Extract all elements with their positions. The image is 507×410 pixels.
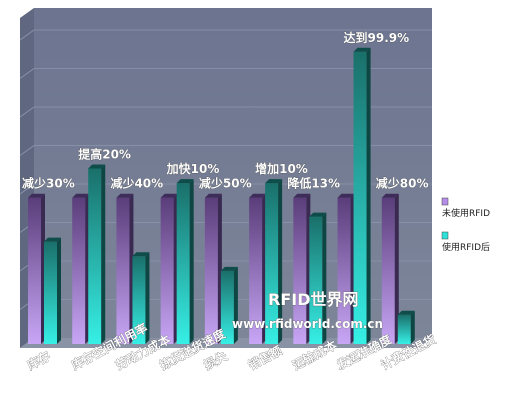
watermark: RFID世界网 www.rfidworld.com.cn	[232, 290, 384, 332]
bar-before	[337, 197, 351, 344]
bar-before	[28, 197, 41, 344]
bar-before	[293, 197, 307, 344]
bar-before-side	[394, 193, 399, 344]
gridline-side	[19, 68, 35, 79]
legend: 未使用RFID 使用RFID后	[441, 197, 490, 253]
bar-after-side	[189, 179, 194, 344]
legend-label: 未使用RFID	[442, 207, 490, 219]
bar-after-side	[322, 212, 327, 344]
bar-before-top	[337, 193, 355, 198]
bar-after-side	[145, 252, 150, 344]
data-label: 达到99.9%	[344, 30, 410, 45]
bar-after-top	[265, 179, 283, 184]
bar-before-top	[381, 193, 399, 198]
bar-after-top	[44, 237, 61, 242]
watermark-line2: www.rfidworld.com.cn	[232, 317, 383, 331]
bar-after-top	[353, 47, 371, 52]
bar-before-top	[28, 193, 45, 198]
bar-after-side	[57, 237, 61, 344]
bar-after-top	[88, 164, 106, 169]
bar-after	[176, 183, 190, 344]
bar-before-top	[160, 193, 178, 198]
bar-before	[72, 197, 86, 344]
bar-before	[160, 197, 174, 344]
bar-before	[204, 197, 218, 344]
bar-before-top	[293, 193, 311, 198]
bar-before	[116, 197, 130, 344]
data-label: 降低13%	[287, 176, 340, 191]
category-label: 库存	[24, 348, 52, 373]
gridline-side	[19, 145, 35, 156]
bar-after	[132, 256, 146, 344]
bar-after-side	[233, 266, 238, 344]
gridline-side	[19, 106, 35, 118]
bar-after	[265, 183, 279, 344]
bar-after	[88, 168, 102, 344]
bar-before	[249, 197, 263, 344]
bar-after-side	[366, 47, 371, 344]
bar-after-top	[176, 179, 194, 184]
bar-after-top	[220, 266, 238, 271]
data-label: 减少30%	[22, 176, 75, 191]
data-label: 减少40%	[110, 176, 163, 191]
data-label: 减少50%	[199, 176, 252, 191]
legend-swatch	[441, 231, 449, 240]
bar-after	[44, 241, 57, 344]
bar-after-top	[397, 310, 415, 315]
bar-layer	[28, 47, 415, 344]
data-label: 加快10%	[166, 161, 220, 176]
data-label: 减少80%	[376, 176, 429, 191]
bar-before-top	[204, 193, 222, 198]
bar-before	[381, 197, 395, 344]
gridline-side	[19, 183, 35, 195]
bar-after	[353, 51, 367, 344]
data-label: 提高20%	[78, 146, 131, 161]
bar-after-side	[101, 164, 106, 344]
bar-before-top	[116, 193, 134, 198]
watermark-line1: RFID世界网	[268, 290, 359, 309]
bar-after-top	[132, 252, 150, 257]
legend-swatch	[441, 197, 449, 206]
bar-after	[397, 314, 411, 344]
category-label: 损失	[201, 348, 230, 373]
bar-after-side	[278, 179, 283, 344]
bar-after	[220, 270, 234, 344]
bar-after-top	[309, 212, 327, 217]
data-label: 增加10%	[255, 161, 308, 176]
bar-before-top	[249, 193, 267, 198]
legend-label: 使用RFID后	[442, 241, 490, 253]
gridline-side	[19, 29, 35, 41]
bar-after	[309, 216, 323, 344]
bar-after-side	[410, 310, 415, 344]
bar-before-top	[72, 193, 90, 198]
